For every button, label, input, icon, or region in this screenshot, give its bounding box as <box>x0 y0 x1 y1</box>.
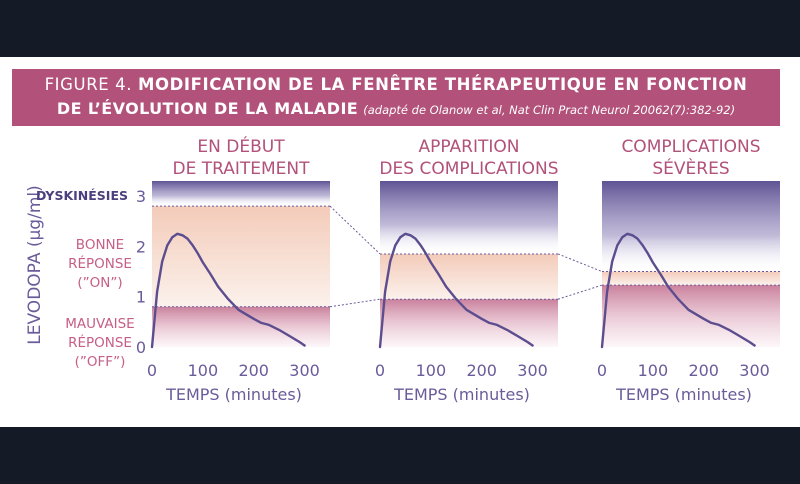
panel-title-line: COMPLICATIONS <box>621 137 760 157</box>
panel-title-line: DE TRAITEMENT <box>172 159 310 179</box>
figure-title-line1: MODIFICATION DE LA FENÊTRE THÉRAPEUTIQUE… <box>137 75 748 94</box>
x-tick-label: 200 <box>466 361 497 380</box>
zone-label-off-response: MAUVAISE <box>65 316 134 332</box>
x-tick-label: 200 <box>688 361 719 380</box>
zone-label-off-response: (”OFF”) <box>75 354 126 370</box>
x-tick-label: 0 <box>597 361 607 380</box>
y-tick-label: 1 <box>136 288 146 307</box>
zone-label-on-response: (”ON”) <box>77 275 122 291</box>
panel-title-line: SÉVÈRES <box>652 157 729 179</box>
figure-card: FIGURE 4. MODIFICATION DE LA FENÊTRE THÉ… <box>0 57 800 427</box>
threshold-connector <box>329 298 381 308</box>
figure-source: (adapté de Olanow et al, Nat Clin Pract … <box>363 103 736 117</box>
dyskinesia-zone <box>152 181 330 207</box>
header-line-2: DE L’ÉVOLUTION DE LA MALADIE (adapté de … <box>12 99 780 118</box>
panel-title-line: APPARITION <box>419 137 520 157</box>
figure-header: FIGURE 4. MODIFICATION DE LA FENÊTRE THÉ… <box>12 69 780 126</box>
zone-label-on-response: RÉPONSE <box>68 255 132 272</box>
x-tick-label: 0 <box>147 361 157 380</box>
zone-label-off-response: RÉPONSE <box>68 334 132 351</box>
zone-label-on-response: BONNE <box>76 237 124 253</box>
x-tick-label: 100 <box>416 361 447 380</box>
figure-title-line2: DE L’ÉVOLUTION DE LA MALADIE <box>56 99 359 118</box>
threshold-connector <box>329 205 381 255</box>
off-response-zone <box>152 306 330 347</box>
x-axis-label: TEMPS (minutes) <box>615 385 752 404</box>
threshold-connector <box>557 253 603 273</box>
x-axis-label: TEMPS (minutes) <box>393 385 530 404</box>
x-tick-label: 0 <box>375 361 385 380</box>
header-line-1: FIGURE 4. MODIFICATION DE LA FENÊTRE THÉ… <box>12 75 780 94</box>
levodopa-curve <box>600 232 756 349</box>
dyskinesia-zone <box>602 181 780 272</box>
x-tick-label: 300 <box>739 361 770 380</box>
zone-label-dyskinesias: DYSKINÉSIES <box>36 188 128 203</box>
y-axis-label: LEVODOPA (μg/ml) <box>25 185 45 344</box>
panel-title-line: EN DÉBUT <box>197 135 285 157</box>
y-tick-label: 0 <box>136 338 146 357</box>
off-response-zone <box>602 285 780 347</box>
x-tick-label: 300 <box>517 361 548 380</box>
x-tick-label: 100 <box>638 361 669 380</box>
levodopa-curve <box>378 232 534 349</box>
on-response-zone <box>152 206 330 307</box>
y-tick-label: 2 <box>136 237 146 256</box>
y-tick-label: 3 <box>136 187 146 206</box>
panel-title-line: DES COMPLICATIONS <box>379 159 558 179</box>
on-response-zone <box>380 253 558 300</box>
on-response-zone <box>602 271 780 286</box>
figure-label: FIGURE 4. <box>44 75 133 94</box>
levodopa-curve <box>150 232 306 349</box>
off-response-zone <box>380 299 558 347</box>
x-tick-label: 300 <box>289 361 320 380</box>
threshold-connector <box>557 284 603 300</box>
x-tick-label: 100 <box>188 361 219 380</box>
x-axis-label: TEMPS (minutes) <box>165 385 302 404</box>
x-tick-label: 200 <box>238 361 269 380</box>
dyskinesia-zone <box>380 181 558 254</box>
